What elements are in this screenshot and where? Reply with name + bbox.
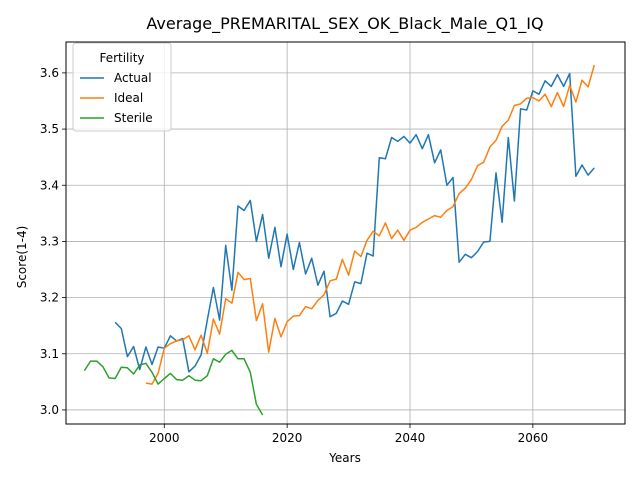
legend-box xyxy=(72,42,172,132)
series-line-sterile xyxy=(83,349,264,416)
x-axis-ticks: 2000 2020 2040 2060 xyxy=(149,424,548,445)
legend-label-actual: Actual xyxy=(114,71,152,85)
y-tick-label: 3.2 xyxy=(40,291,59,305)
legend-title: Fertility xyxy=(99,51,144,65)
x-tick-label: 2060 xyxy=(518,431,549,445)
legend-label-sterile: Sterile xyxy=(114,111,153,125)
series-line-actual xyxy=(114,72,595,373)
legend: Fertility Actual Ideal Sterile xyxy=(72,42,172,132)
x-tick-label: 2000 xyxy=(149,431,180,445)
y-tick-label: 3.4 xyxy=(40,178,59,192)
series-line-ideal xyxy=(145,64,596,385)
plot-frame xyxy=(65,41,626,425)
series-layer xyxy=(83,64,596,416)
y-axis-label: Score(1-4) xyxy=(15,226,29,289)
x-tick-label: 2040 xyxy=(395,431,426,445)
y-axis-ticks: 3.0 3.1 3.2 3.3 3.4 3.5 3.6 xyxy=(40,66,66,417)
x-axis-label: Years xyxy=(328,451,361,465)
y-tick-label: 3.5 xyxy=(40,122,59,136)
legend-label-ideal: Ideal xyxy=(114,91,143,105)
y-tick-label: 3.1 xyxy=(40,347,59,361)
y-tick-label: 3.6 xyxy=(40,66,59,80)
legend-entries: Actual Ideal Sterile xyxy=(80,71,153,125)
y-tick-label: 3.3 xyxy=(40,234,59,248)
grid-lines xyxy=(66,42,625,424)
chart-title: Average_PREMARITAL_SEX_OK_Black_Male_Q1_… xyxy=(146,14,543,34)
y-tick-label: 3.0 xyxy=(40,403,59,417)
x-tick-label: 2020 xyxy=(272,431,303,445)
